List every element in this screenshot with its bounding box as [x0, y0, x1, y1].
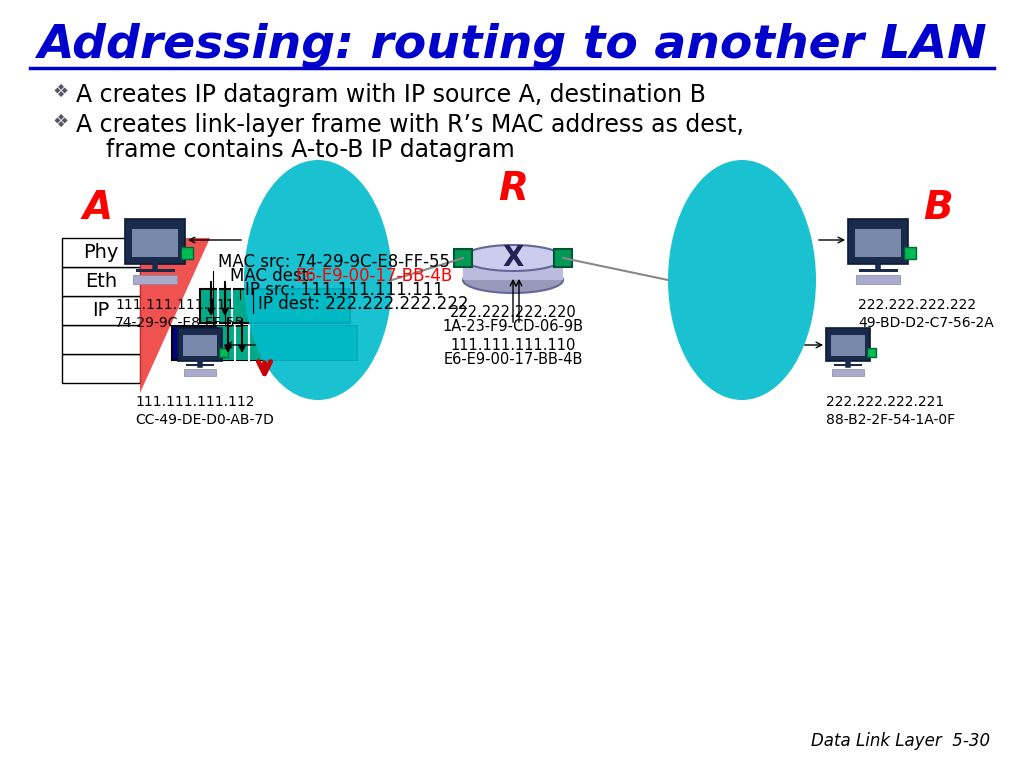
Bar — [178, 328, 222, 361]
Text: MAC src: 74-29-9C-E8-FF-55: MAC src: 74-29-9C-E8-FF-55 — [218, 253, 450, 271]
Bar — [62, 354, 140, 383]
Bar — [133, 275, 176, 284]
Bar — [217, 326, 357, 360]
Bar — [219, 348, 227, 356]
Bar — [185, 364, 214, 366]
Bar — [856, 275, 900, 284]
Bar — [172, 326, 357, 360]
Bar — [125, 219, 185, 264]
Text: A creates IP datagram with IP source A, destination B: A creates IP datagram with IP source A, … — [76, 83, 706, 107]
Text: E6-E9-00-17-BB-4B: E6-E9-00-17-BB-4B — [443, 352, 583, 367]
Text: 222.222.222.220: 222.222.222.220 — [450, 305, 577, 320]
Text: Phy: Phy — [83, 243, 119, 262]
Bar — [454, 249, 472, 267]
Bar — [858, 269, 897, 272]
Text: Eth: Eth — [85, 272, 117, 291]
Bar — [62, 296, 140, 325]
Bar — [184, 369, 216, 376]
Bar — [183, 335, 217, 356]
Bar — [830, 335, 865, 356]
Text: ❖: ❖ — [52, 113, 69, 131]
Text: frame contains A-to-B IP datagram: frame contains A-to-B IP datagram — [76, 138, 515, 162]
Bar — [200, 289, 350, 323]
Ellipse shape — [463, 245, 563, 271]
Bar — [833, 369, 864, 376]
Bar — [463, 258, 563, 280]
Bar — [554, 249, 572, 267]
Bar — [904, 247, 915, 259]
Text: X: X — [503, 244, 523, 272]
Bar — [62, 267, 140, 296]
Ellipse shape — [668, 160, 816, 400]
Text: 1A-23-F9-CD-06-9B: 1A-23-F9-CD-06-9B — [442, 319, 584, 334]
Text: IP dest: 222.222.222.222: IP dest: 222.222.222.222 — [258, 295, 469, 313]
Bar — [62, 325, 140, 354]
Text: IP src: 111.111.111.111: IP src: 111.111.111.111 — [245, 281, 443, 299]
Text: IP: IP — [92, 301, 110, 320]
Polygon shape — [140, 238, 210, 393]
Text: MAC dest:: MAC dest: — [230, 267, 319, 285]
Bar — [855, 229, 901, 257]
Bar — [132, 229, 178, 257]
Text: 222.222.222.221
88-B2-2F-54-1A-0F: 222.222.222.221 88-B2-2F-54-1A-0F — [826, 395, 955, 428]
Text: A creates link-layer frame with R’s MAC address as dest,: A creates link-layer frame with R’s MAC … — [76, 113, 743, 137]
Text: B: B — [923, 189, 952, 227]
Text: 111.111.111.111
74-29-9C-E8-FF-55: 111.111.111.111 74-29-9C-E8-FF-55 — [115, 298, 245, 330]
Text: Data Link Layer  5-30: Data Link Layer 5-30 — [811, 732, 990, 750]
Text: 222.222.222.222
49-BD-D2-C7-56-2A: 222.222.222.222 49-BD-D2-C7-56-2A — [858, 298, 993, 330]
Text: ❖: ❖ — [52, 83, 69, 101]
Bar — [834, 364, 862, 366]
Ellipse shape — [463, 267, 563, 293]
Text: R: R — [498, 170, 528, 208]
Ellipse shape — [244, 160, 392, 400]
Bar — [848, 219, 908, 264]
Bar — [867, 348, 876, 356]
Text: 111.111.111.110: 111.111.111.110 — [451, 338, 575, 353]
Bar — [826, 328, 870, 361]
Text: Addressing: routing to another LAN: Addressing: routing to another LAN — [37, 23, 987, 68]
Bar — [181, 247, 193, 259]
Text: 111.111.111.112
CC-49-DE-D0-AB-7D: 111.111.111.112 CC-49-DE-D0-AB-7D — [135, 395, 273, 428]
Bar — [62, 238, 140, 267]
Text: A: A — [83, 189, 113, 227]
Text: E6-E9-00-17-BB-4B: E6-E9-00-17-BB-4B — [296, 267, 453, 285]
Bar — [135, 269, 174, 272]
